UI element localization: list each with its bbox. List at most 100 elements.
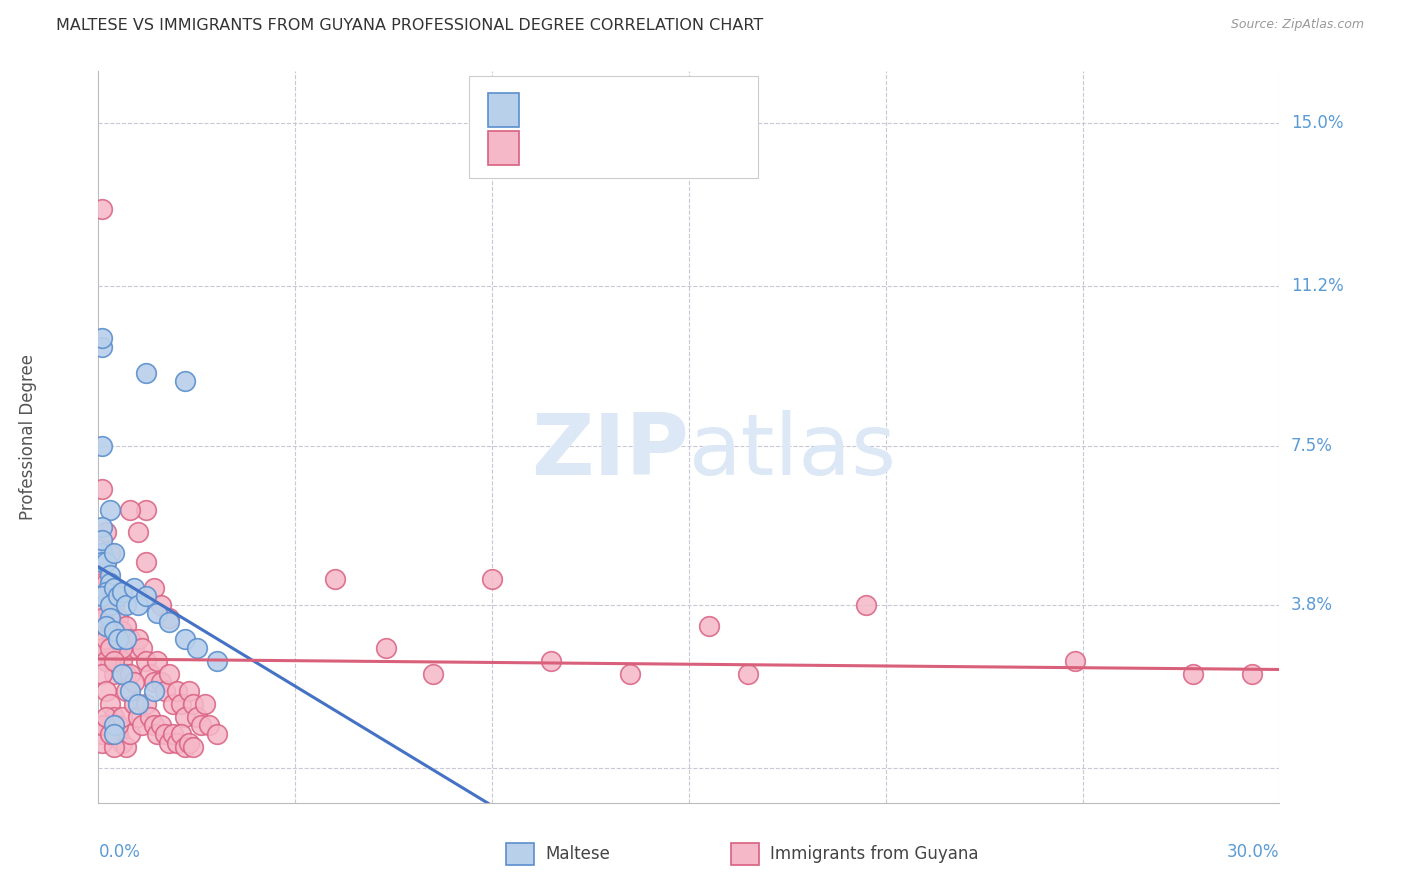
Point	[107, 727, 129, 741]
Point	[150, 675, 173, 690]
Point	[162, 697, 184, 711]
Text: R = -0.268   N = 112: R = -0.268 N = 112	[530, 139, 703, 157]
Point	[127, 524, 149, 539]
Point	[323, 572, 346, 586]
Point	[122, 697, 145, 711]
Point	[98, 640, 121, 655]
Point	[111, 654, 134, 668]
Point	[138, 666, 160, 681]
Point	[91, 727, 114, 741]
Point	[96, 585, 118, 599]
Point	[131, 718, 153, 732]
Point	[186, 640, 208, 655]
Point	[107, 589, 129, 603]
Point	[115, 632, 138, 647]
Point	[96, 576, 118, 591]
Point	[197, 718, 219, 732]
Point	[118, 666, 141, 681]
Point	[138, 710, 160, 724]
Point	[135, 697, 157, 711]
Point	[96, 555, 118, 569]
Point	[1063, 654, 1085, 668]
Point	[96, 555, 118, 569]
Point	[91, 576, 114, 591]
Point	[127, 697, 149, 711]
Point	[697, 619, 720, 633]
Point	[127, 697, 149, 711]
Point	[98, 503, 121, 517]
Point	[127, 632, 149, 647]
Point	[142, 675, 165, 690]
Text: 0.0%: 0.0%	[98, 843, 141, 861]
Point	[181, 739, 204, 754]
Point	[91, 589, 114, 603]
Point	[157, 615, 180, 629]
Point	[91, 555, 114, 569]
Point	[142, 718, 165, 732]
Point	[540, 654, 562, 668]
Point	[107, 589, 129, 603]
Point	[174, 374, 197, 388]
Point	[98, 546, 121, 560]
Point	[96, 524, 118, 539]
Point	[135, 589, 157, 603]
Point	[174, 739, 197, 754]
Point	[146, 654, 169, 668]
Text: Professional Degree: Professional Degree	[20, 354, 37, 520]
Point	[135, 503, 157, 517]
Point	[91, 482, 114, 496]
Point	[127, 710, 149, 724]
Point	[142, 581, 165, 595]
Point	[91, 589, 114, 603]
Point	[91, 340, 114, 354]
Text: 3.8%: 3.8%	[1291, 596, 1333, 614]
Point	[177, 684, 200, 698]
Point	[157, 611, 180, 625]
Point	[118, 632, 141, 647]
Point	[91, 202, 114, 216]
Point	[111, 735, 134, 749]
Point	[115, 684, 138, 698]
Point	[98, 598, 121, 612]
Point	[98, 576, 121, 591]
Point	[135, 366, 157, 380]
Point	[177, 735, 200, 749]
Point	[103, 718, 125, 732]
Point	[103, 546, 125, 560]
Point	[98, 598, 121, 612]
Point	[91, 598, 114, 612]
Point	[166, 684, 188, 698]
Text: Immigrants from Guyana: Immigrants from Guyana	[770, 845, 979, 863]
Point	[157, 735, 180, 749]
Point	[107, 632, 129, 647]
Point	[150, 718, 173, 732]
Text: 7.5%: 7.5%	[1291, 437, 1333, 455]
Point	[107, 632, 129, 647]
Point	[96, 684, 118, 698]
Point	[98, 697, 121, 711]
Point	[1181, 666, 1204, 681]
Point	[103, 739, 125, 754]
Point	[162, 727, 184, 741]
Point	[96, 632, 118, 647]
Point	[181, 697, 204, 711]
Point	[96, 718, 118, 732]
Point	[111, 624, 134, 638]
Point	[103, 654, 125, 668]
Point	[107, 718, 129, 732]
Point	[481, 572, 503, 586]
Point	[111, 666, 134, 681]
Point	[96, 710, 118, 724]
Point	[146, 607, 169, 621]
Point	[96, 640, 118, 655]
Point	[103, 581, 125, 595]
Point	[103, 632, 125, 647]
Point	[131, 640, 153, 655]
Point	[155, 727, 177, 741]
Text: 15.0%: 15.0%	[1291, 114, 1343, 132]
Point	[91, 718, 114, 732]
Point	[118, 684, 141, 698]
Point	[174, 632, 197, 647]
Point	[135, 654, 157, 668]
Point	[107, 611, 129, 625]
